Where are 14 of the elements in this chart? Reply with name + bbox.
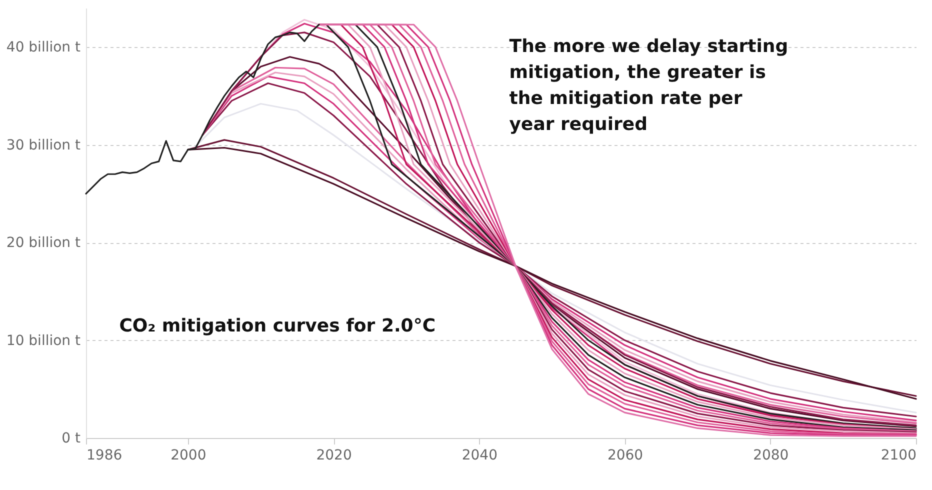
x-tick-label: 2080 (753, 448, 789, 464)
annotation: The more we delay starting mitigation, the greater is the mitigation rate per year required (509, 36, 788, 136)
y-tick-label: 10 billion t (6, 332, 82, 349)
x-tick-label: 2060 (607, 448, 644, 464)
y-tick-label: 30 billion t (6, 137, 82, 154)
y-tick-label: 20 billion t (6, 235, 82, 252)
x-tick-label: 2040 (462, 448, 498, 464)
y-tick-label: 40 billion t (6, 40, 82, 56)
x-tick-label: 1986 (86, 448, 122, 464)
annotation: CO₂ mitigation curves for 2.0°C (119, 316, 436, 337)
y-tick-label: 0 t (62, 430, 81, 446)
x-tick-label: 2100 (880, 448, 916, 464)
x-tick-label: 2020 (316, 448, 352, 464)
x-tick-label: 2000 (170, 448, 206, 464)
